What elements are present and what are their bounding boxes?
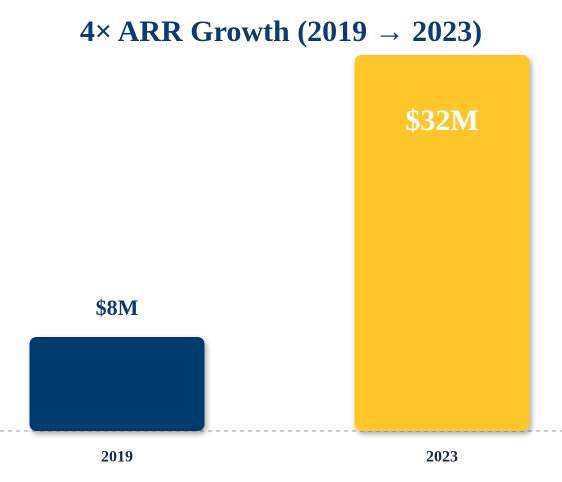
bar xyxy=(29,337,205,431)
x-tick-label: 2023 xyxy=(426,449,458,466)
data-label: $32M xyxy=(405,104,478,137)
x-tick-label: 2019 xyxy=(101,449,133,466)
data-label: $8M xyxy=(96,295,139,320)
chart-title: 4× ARR Growth (2019 → 2023) xyxy=(80,15,482,48)
bar xyxy=(354,55,530,431)
